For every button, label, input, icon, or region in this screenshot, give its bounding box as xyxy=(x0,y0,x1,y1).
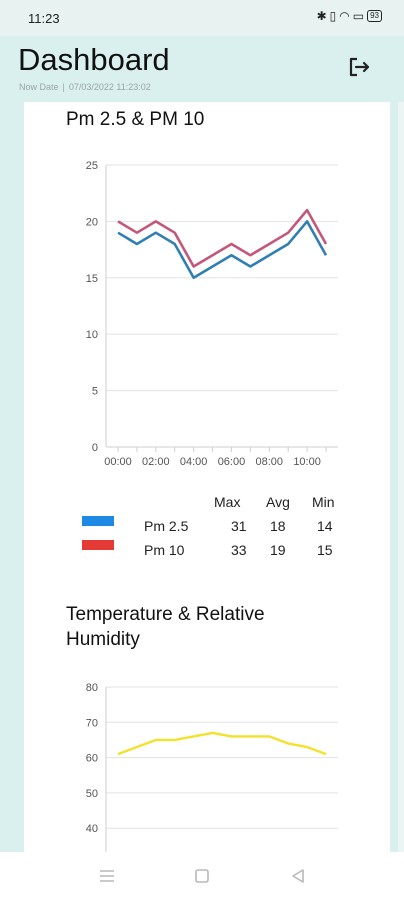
temp-chart-title-line: Temperature & Relative xyxy=(66,604,265,625)
navigation-bar xyxy=(0,852,404,900)
y-tick-label: 50 xyxy=(86,788,98,800)
pm-chart: 0 5 10 15 20 25 00:00 02:00 04:00 06:00 08:00 10:00 xyxy=(86,160,338,468)
legend-row-min: 15 xyxy=(317,542,333,558)
legend-row-name: Pm 10 xyxy=(144,542,185,558)
wifi-icon: ◠ xyxy=(339,9,353,23)
y-tick-label: 10 xyxy=(86,329,98,341)
temp-chart-title: Temperature & Relative Humidity xyxy=(66,602,265,652)
y-tick-label: 0 xyxy=(92,442,98,454)
bluetooth-icon: ✱ xyxy=(316,9,330,23)
x-tick-label: 08:00 xyxy=(256,456,284,468)
y-tick-label: 5 xyxy=(92,386,98,398)
pm-legend-table: Max Avg Min Pm 2.5 31 18 14 Pm 10 33 19 … xyxy=(24,484,390,564)
status-bar: 11:23 ✱▯◠▭ 93 xyxy=(0,0,404,36)
y-tick-label: 15 xyxy=(86,273,98,285)
legend-header-max: Max xyxy=(214,494,241,510)
temp-chart-title-line: Humidity xyxy=(66,629,140,650)
temp-chart: 40 50 60 70 80 xyxy=(86,682,338,862)
legend-row-min: 14 xyxy=(317,518,333,534)
y-tick-label: 60 xyxy=(86,753,98,765)
header: Dashboard Now Date | 07/03/2022 11:23:02 xyxy=(0,36,404,102)
menu-button[interactable] xyxy=(96,866,118,886)
legend-row-max: 33 xyxy=(231,542,247,558)
date-label: Now Date xyxy=(19,82,59,92)
y-tick-label: 25 xyxy=(86,160,98,172)
pm10-line xyxy=(117,208,328,268)
legend-header-min: Min xyxy=(312,494,335,510)
logout-button[interactable] xyxy=(346,54,372,80)
legend-header-avg: Avg xyxy=(266,494,290,510)
status-time: 11:23 xyxy=(28,11,60,26)
back-button[interactable] xyxy=(287,866,309,886)
x-tick-label: 10:00 xyxy=(293,456,321,468)
x-tick-label: 00:00 xyxy=(104,456,132,468)
pm10-legend-swatch xyxy=(82,540,114,550)
status-icons: ✱▯◠▭ 93 xyxy=(317,9,382,23)
pm25-legend-swatch xyxy=(82,516,114,526)
sim-icon: ▭ xyxy=(352,9,368,23)
y-tick-label: 70 xyxy=(86,717,98,729)
legend-row-max: 31 xyxy=(231,518,247,534)
legend-row-avg: 19 xyxy=(270,542,286,558)
battery-icon: 93 xyxy=(367,10,382,22)
home-icon xyxy=(195,869,209,883)
pm25-line xyxy=(117,220,328,280)
logout-icon xyxy=(349,57,370,77)
vibrate-icon: ▯ xyxy=(329,9,340,23)
home-button[interactable] xyxy=(191,866,213,886)
dashboard-card: Pm 2.5 & PM 10 0 5 10 15 20 25 00:00 02:00 04:00… xyxy=(24,102,390,862)
back-icon xyxy=(292,869,304,883)
temperature-line xyxy=(117,731,327,756)
next-card-edge xyxy=(398,102,404,862)
pm-chart-title: Pm 2.5 & PM 10 xyxy=(66,109,205,130)
x-tick-label: 04:00 xyxy=(180,456,208,468)
y-tick-label: 20 xyxy=(86,216,98,228)
x-tick-label: 02:00 xyxy=(142,456,170,468)
date-value: 07/03/2022 11:23:02 xyxy=(68,82,151,92)
menu-icon xyxy=(100,870,114,882)
legend-row-name: Pm 2.5 xyxy=(144,518,189,534)
date-row: Now Date | 07/03/2022 11:23:02 xyxy=(19,82,151,92)
x-tick-label: 06:00 xyxy=(218,456,246,468)
y-tick-label: 40 xyxy=(86,823,98,835)
legend-row-avg: 18 xyxy=(270,518,286,534)
page-title: Dashboard xyxy=(18,42,170,77)
y-tick-label: 80 xyxy=(86,682,98,694)
